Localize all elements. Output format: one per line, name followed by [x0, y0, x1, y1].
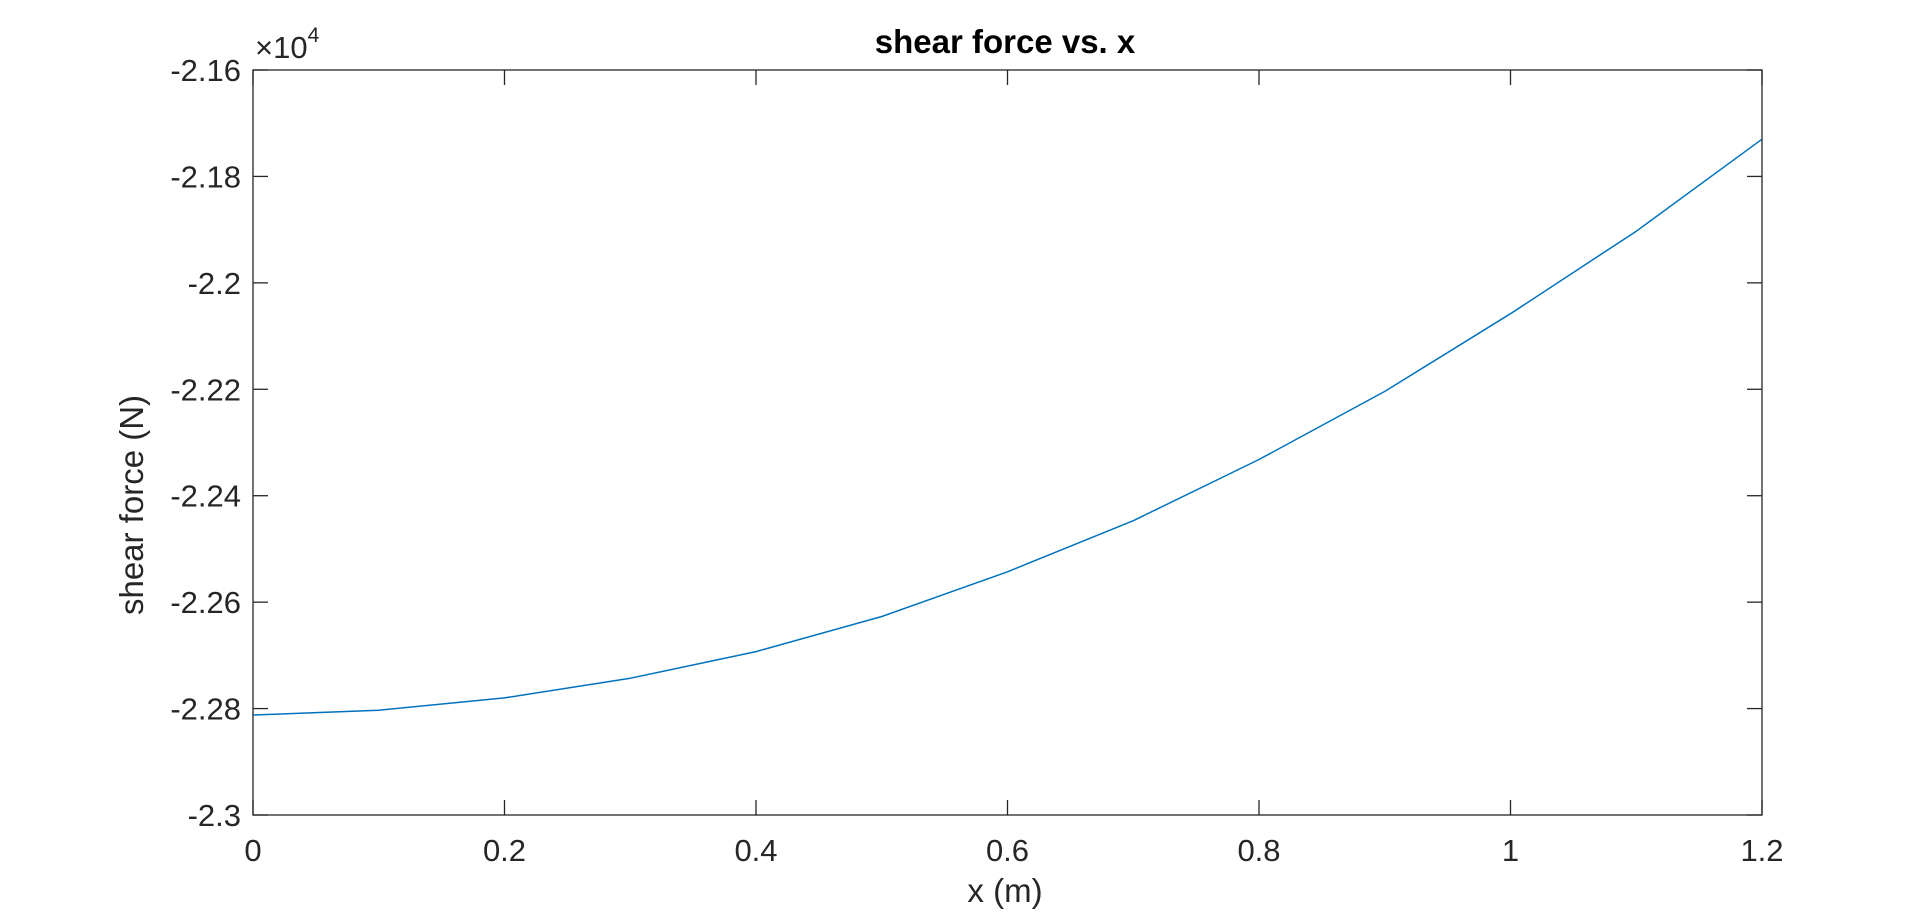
x-tick-label: 0.2	[483, 833, 526, 868]
y-tick-label: -2.26	[170, 585, 241, 620]
plot-layer	[252, 138, 1763, 716]
y-tick-label: -2.16	[170, 53, 241, 88]
axes-layer: 0 0.2 0.4 0.6 0.8 1 1.2 -2.3 -2.28 -2.26 -2.24 -2.2…	[170, 53, 1783, 868]
y-axis-multiplier: ×104	[255, 24, 320, 65]
x-tick-label: 0	[244, 833, 261, 868]
x-tick-label: 0.4	[734, 833, 777, 868]
multiplier-prefix: ×	[255, 30, 273, 65]
series-line	[252, 138, 1763, 716]
x-tick-label: 1	[1502, 833, 1519, 868]
y-tick-label: -2.2	[188, 266, 241, 301]
y-tick-label: -2.18	[170, 159, 241, 194]
y-axis-label: shear force (N)	[113, 395, 150, 615]
y-tick-label: -2.24	[170, 479, 241, 514]
y-tick-label: -2.3	[188, 798, 241, 833]
y-tick-label: -2.28	[170, 692, 241, 727]
axes-box	[252, 69, 1763, 816]
x-axis-label: x (m)	[967, 872, 1042, 909]
chart-title: shear force vs. x	[875, 23, 1136, 60]
multiplier-exponent: 4	[308, 24, 320, 47]
x-tick-label: 0.6	[986, 833, 1029, 868]
multiplier-base: 10	[273, 30, 307, 65]
x-tick-label: 0.8	[1237, 833, 1280, 868]
x-tick-label: 1.2	[1740, 833, 1783, 868]
y-tick-label: -2.22	[170, 372, 241, 407]
